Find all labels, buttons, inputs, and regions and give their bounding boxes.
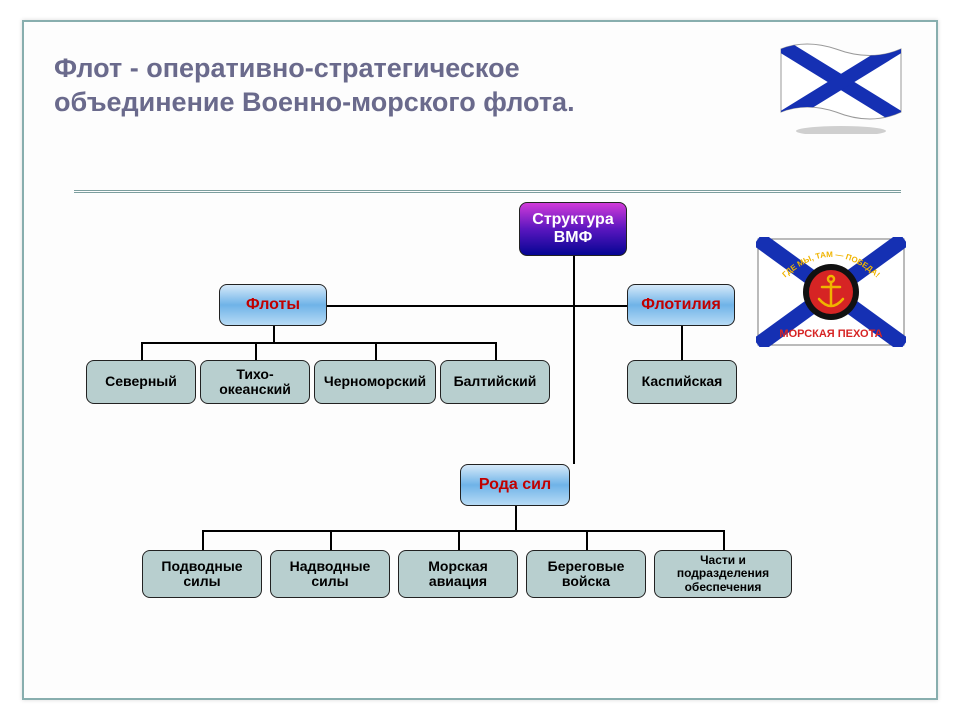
node-label: Морская авиация xyxy=(428,559,488,590)
connector xyxy=(273,326,275,342)
node-label: Флотилия xyxy=(641,296,721,314)
connector xyxy=(495,342,497,360)
connector xyxy=(458,530,460,550)
connector xyxy=(681,326,683,360)
node-coastal: Береговые войска xyxy=(526,550,646,598)
connector xyxy=(327,305,627,307)
svg-text:МОРСКАЯ ПЕХОТА: МОРСКАЯ ПЕХОТА xyxy=(779,328,882,340)
connector xyxy=(330,530,332,550)
connector xyxy=(141,342,143,360)
slide-frame: Флот - оперативно-стратегическое объедин… xyxy=(22,20,938,700)
node-label: Северный xyxy=(105,374,177,389)
node-baltic: Балтийский xyxy=(440,360,550,404)
node-label: Каспийская xyxy=(642,374,723,389)
node-caspian: Каспийская xyxy=(627,360,737,404)
connector xyxy=(255,342,257,360)
node-fleets: Флоты xyxy=(219,284,327,326)
node-root: Структура ВМФ xyxy=(519,202,627,256)
node-blacksea: Черноморский xyxy=(314,360,436,404)
node-label: Надводные силы xyxy=(290,559,371,590)
node-label: Береговые войска xyxy=(548,559,625,590)
naval-flag-icon xyxy=(776,34,906,134)
node-flotilla: Флотилия xyxy=(627,284,735,326)
node-label: Балтийский xyxy=(454,374,537,389)
connector xyxy=(723,530,725,550)
node-label: Черноморский xyxy=(324,374,426,389)
connector xyxy=(515,506,517,530)
node-label: Подводные силы xyxy=(161,559,242,590)
node-aviation: Морская авиация xyxy=(398,550,518,598)
node-label: Тихо- океанский xyxy=(219,367,291,398)
marine-corps-flag-icon: ГДЕ МЫ, ТАМ — ПОБЕДА!МОРСКАЯ ПЕХОТА xyxy=(756,237,906,347)
node-label: Флоты xyxy=(246,296,300,314)
node-sub: Подводные силы xyxy=(142,550,262,598)
node-northern: Северный xyxy=(86,360,196,404)
node-label: Части и подразделения обеспечения xyxy=(677,554,769,594)
slide-title: Флот - оперативно-стратегическое объедин… xyxy=(54,52,674,120)
node-forces: Рода сил xyxy=(460,464,570,506)
connector xyxy=(141,342,495,344)
connector xyxy=(375,342,377,360)
connector xyxy=(202,530,723,532)
node-support: Части и подразделения обеспечения xyxy=(654,550,792,598)
connector xyxy=(202,530,204,550)
node-label: Структура ВМФ xyxy=(532,211,613,246)
node-surface: Надводные силы xyxy=(270,550,390,598)
node-pacific: Тихо- океанский xyxy=(200,360,310,404)
divider-line xyxy=(74,190,901,193)
connector xyxy=(573,256,575,464)
node-label: Рода сил xyxy=(479,476,551,494)
connector xyxy=(586,530,588,550)
